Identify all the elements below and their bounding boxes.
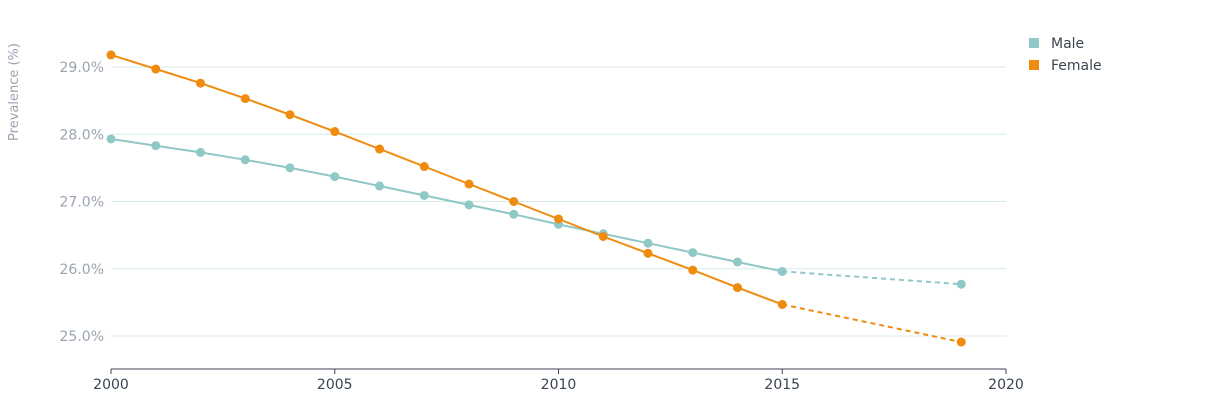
- data-point-female[interactable]: [196, 78, 205, 88]
- legend-swatch-male: [1029, 38, 1039, 48]
- data-point-male[interactable]: [419, 190, 429, 200]
- legend-item-male[interactable]: Male: [1029, 36, 1084, 52]
- data-point-female[interactable]: [419, 162, 429, 172]
- data-point-male[interactable]: [240, 155, 250, 165]
- y-tick-label: 26.0%: [60, 262, 104, 278]
- data-point-male[interactable]: [375, 181, 384, 191]
- data-point-male[interactable]: [777, 266, 787, 276]
- y-tick-labels: 25.0% 26.0% 27.0% 28.0% 29.0%: [60, 60, 104, 345]
- x-tick-label: 2000: [93, 377, 129, 393]
- legend-item-female[interactable]: Female: [1029, 58, 1102, 74]
- x-tick-label: 2010: [541, 377, 577, 393]
- data-point-female[interactable]: [688, 265, 698, 275]
- legend-label-female: Female: [1051, 58, 1102, 74]
- data-point-male[interactable]: [106, 134, 116, 144]
- data-point-female[interactable]: [598, 231, 608, 241]
- data-point-male[interactable]: [285, 163, 295, 173]
- gridlines: [111, 66, 1006, 337]
- data-point-female[interactable]: [330, 127, 340, 137]
- data-point-female[interactable]: [375, 144, 384, 154]
- projection-line-female: [782, 303, 962, 344]
- y-tick-label: 25.0%: [60, 329, 104, 345]
- y-tick-label: 27.0%: [60, 195, 104, 211]
- data-point-female[interactable]: [285, 110, 295, 120]
- data-point-female[interactable]: [106, 50, 116, 60]
- data-point-male[interactable]: [643, 238, 653, 248]
- legend-swatch-female: [1029, 60, 1039, 70]
- legend-label-male: Male: [1051, 36, 1084, 52]
- x-tick-label: 2005: [317, 377, 353, 393]
- data-point-male[interactable]: [464, 200, 474, 210]
- data-point-male[interactable]: [688, 248, 698, 258]
- data-point-female[interactable]: [733, 283, 742, 293]
- data-point-female[interactable]: [643, 248, 653, 258]
- data-point-male[interactable]: [733, 257, 742, 267]
- x-tick-label: 2015: [764, 377, 800, 393]
- data-point-male[interactable]: [196, 147, 205, 157]
- data-point-male[interactable]: [509, 209, 519, 219]
- data-point-male[interactable]: [151, 141, 161, 151]
- series-line-male: [110, 138, 783, 273]
- data-point-female[interactable]: [554, 214, 563, 224]
- projection-line-male: [782, 270, 962, 286]
- x-tick-label: 2020: [988, 377, 1024, 393]
- series-female: [106, 50, 966, 347]
- series-lines: [106, 50, 966, 347]
- y-tick-label: 28.0%: [60, 127, 104, 143]
- data-point-female[interactable]: [509, 197, 519, 206]
- data-point-female[interactable]: [240, 94, 250, 104]
- data-point-male[interactable]: [330, 172, 340, 182]
- data-point-female[interactable]: [464, 179, 474, 189]
- data-point-female[interactable]: [777, 299, 787, 309]
- x-tick-labels: 2000 2005 2010 2015 2020: [93, 369, 1024, 393]
- y-axis-title: Prevalence (%): [7, 43, 22, 141]
- projection-point-female[interactable]: [956, 337, 966, 347]
- projection-point-male[interactable]: [956, 279, 966, 289]
- series-line-female: [110, 53, 783, 306]
- legend: Male Female: [1029, 36, 1102, 74]
- data-point-female[interactable]: [151, 64, 161, 74]
- series-male: [106, 134, 966, 289]
- y-tick-label: 29.0%: [60, 60, 104, 76]
